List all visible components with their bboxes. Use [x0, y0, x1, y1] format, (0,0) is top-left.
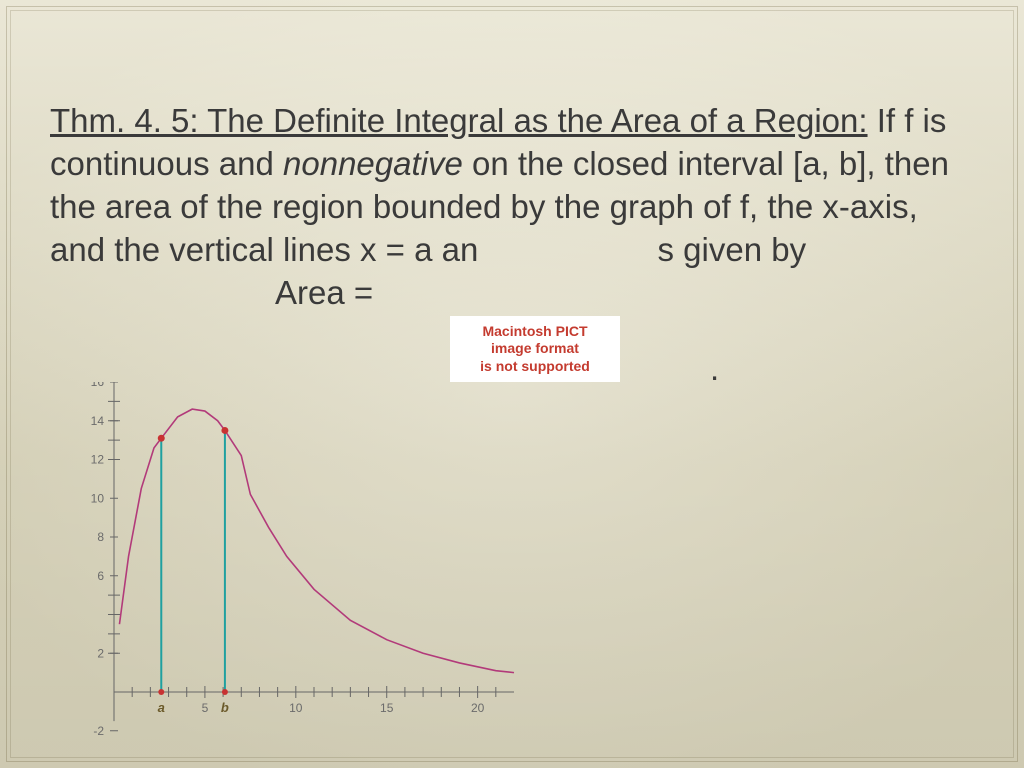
svg-text:a: a: [158, 700, 165, 715]
svg-text:8: 8: [97, 530, 104, 544]
text-nonnegative: nonnegative: [283, 145, 463, 182]
theorem-title: Thm. 4. 5: The Definite Integral as the …: [50, 102, 868, 139]
pict-line-3: is not supported: [450, 358, 620, 376]
area-equation-line: Area =: [50, 272, 974, 315]
svg-text:15: 15: [380, 701, 394, 715]
svg-text:b: b: [221, 700, 229, 715]
svg-text:2: 2: [97, 646, 104, 660]
area-chart: -2 2 6 8 10 12 14 16 5 10 15 20 a b: [58, 382, 528, 754]
pict-line-1: Macintosh PICT: [450, 323, 620, 341]
text-segment-3: s given by: [658, 231, 807, 268]
svg-text:16: 16: [91, 382, 105, 389]
theorem-text-block: Thm. 4. 5: The Definite Integral as the …: [50, 100, 974, 314]
svg-text:10: 10: [91, 491, 105, 505]
svg-text:-2: -2: [93, 724, 104, 738]
svg-text:6: 6: [97, 569, 104, 583]
slide: Thm. 4. 5: The Definite Integral as the …: [0, 0, 1024, 768]
svg-text:5: 5: [202, 701, 209, 715]
pict-unsupported-box: Macintosh PICT image format is not suppo…: [450, 316, 620, 382]
svg-text:14: 14: [91, 414, 105, 428]
svg-text:20: 20: [471, 701, 485, 715]
area-equals-label: Area =: [275, 274, 373, 311]
pict-line-2: image format: [450, 340, 620, 358]
svg-text:12: 12: [91, 453, 105, 467]
svg-text:10: 10: [289, 701, 303, 715]
trailing-period: .: [710, 348, 719, 391]
